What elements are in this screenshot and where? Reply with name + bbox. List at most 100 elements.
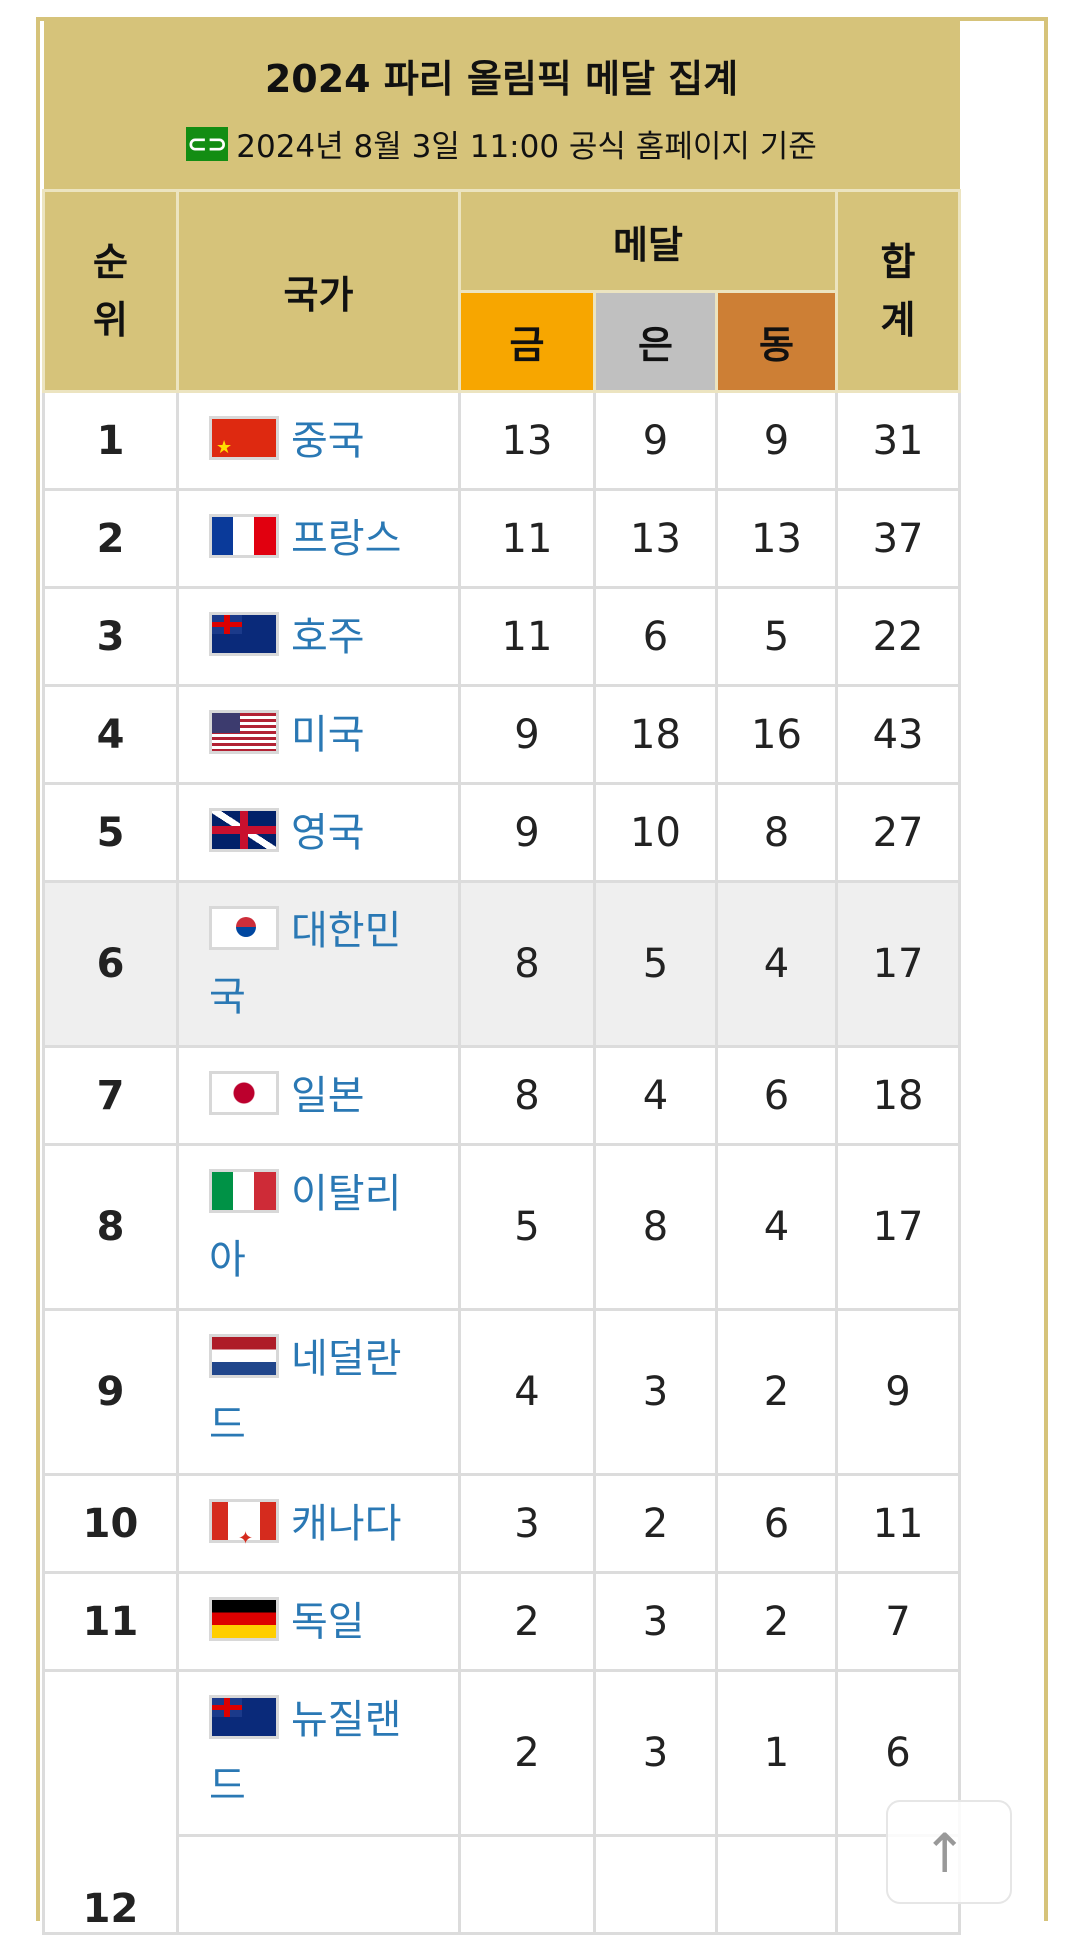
country-link[interactable]: 호주 — [291, 613, 365, 660]
header-silver: 은 — [593, 290, 718, 393]
rank-cell: 1 — [42, 390, 179, 491]
silver-cell: 8 — [593, 1143, 718, 1311]
table-row: 2 프랑스 11 13 13 37 — [42, 488, 962, 589]
country-link[interactable]: 미국 — [291, 711, 365, 758]
bronze-cell: 9 — [715, 390, 838, 491]
silver-cell: 4 — [593, 1045, 718, 1146]
country-link[interactable]: 영국 — [291, 809, 365, 856]
total-cell: 31 — [834, 390, 962, 491]
silver-cell: 3 — [593, 1571, 718, 1672]
medal-table: 2024 파리 올림픽 메달 집계 ⊂⊃ 2024년 8월 3일 11:00 공… — [42, 21, 962, 1935]
gold-cell: 8 — [458, 880, 596, 1048]
silver-cell: 2 — [593, 1473, 718, 1574]
flag-nz-icon — [209, 1695, 279, 1739]
country-link[interactable]: 독일 — [291, 1598, 365, 1645]
table-subtitle: 2024년 8월 3일 11:00 공식 홈페이지 기준 — [236, 129, 817, 165]
flag-jp-icon — [209, 1070, 279, 1115]
rank-cell: 11 — [42, 1571, 179, 1672]
total-cell: 7 — [834, 1571, 962, 1672]
table-row: 11 독일 2 3 2 7 — [42, 1571, 962, 1672]
flag-it-icon — [209, 1169, 279, 1213]
total-cell: 22 — [834, 586, 962, 687]
flag-gb-icon — [209, 807, 279, 852]
table-row: 8 이탈리아 5 8 4 17 — [42, 1143, 962, 1311]
total-cell: 9 — [834, 1308, 962, 1476]
total-cell: 37 — [834, 488, 962, 589]
country-cell: 프랑스 — [176, 488, 461, 589]
header-gold: 금 — [458, 290, 596, 393]
rank-cell: 9 — [42, 1308, 179, 1476]
bronze-cell: 6 — [715, 1045, 838, 1146]
country-cell: 대한민국 — [176, 880, 461, 1048]
rank-cell: 5 — [42, 782, 179, 883]
flag-ca-icon — [209, 1498, 279, 1572]
table-row: 4 미국 9 18 16 43 — [42, 684, 962, 785]
country-cell: 호주 — [176, 586, 461, 687]
bronze-cell: 5 — [715, 586, 838, 687]
rank-cell: 7 — [42, 1045, 179, 1146]
bronze-cell: 1 — [715, 1669, 838, 1837]
flag-kr-icon — [209, 906, 279, 950]
table-row: 12 뉴질랜드 2 3 1 6 — [42, 1669, 962, 1935]
silver-cell: 5 — [593, 880, 718, 1048]
silver-cell: 3 — [593, 1308, 718, 1476]
country-link[interactable]: 일본 — [291, 1072, 365, 1119]
medal-table-frame: 2024 파리 올림픽 메달 집계 ⊂⊃ 2024년 8월 3일 11:00 공… — [36, 17, 1048, 1935]
flag-cn-icon — [209, 415, 279, 481]
header-total: 합계 — [834, 189, 962, 393]
gold-cell: 9 — [458, 782, 596, 883]
total-cell: 43 — [834, 684, 962, 785]
rank-cell: 12 — [42, 1669, 179, 1935]
country-link[interactable]: 이탈리아 — [209, 1171, 402, 1283]
rank-cell: 6 — [42, 880, 179, 1048]
silver-cell: 18 — [593, 684, 718, 785]
table-row: 6 대한민국 8 5 4 17 — [42, 880, 962, 1048]
total-cell: 11 — [834, 1473, 962, 1574]
gold-cell: 11 — [458, 586, 596, 687]
gold-cell: 11 — [458, 488, 596, 589]
country-cell: 일본 — [176, 1045, 461, 1146]
bronze-cell: 2 — [715, 1571, 838, 1672]
total-cell: 18 — [834, 1045, 962, 1146]
rank-cell: 3 — [42, 586, 179, 687]
country-link[interactable]: 캐나다 — [291, 1500, 402, 1547]
header-bronze: 동 — [715, 290, 838, 393]
flag-us-icon — [209, 709, 279, 754]
rank-cell: 10 — [42, 1473, 179, 1574]
country-link[interactable]: 네덜란드 — [209, 1336, 402, 1448]
scroll-to-top-button[interactable]: ↑ — [886, 1800, 1012, 1904]
silver-cell: 10 — [593, 782, 718, 883]
country-cell: 독일 — [176, 1571, 461, 1672]
country-link[interactable]: 대한민국 — [209, 908, 402, 1020]
country-cell: 중국 — [176, 390, 461, 491]
link-icon[interactable]: ⊂⊃ — [186, 126, 229, 161]
country-link[interactable]: 프랑스 — [291, 515, 402, 562]
flag-fr-icon — [209, 513, 279, 558]
bronze-cell: 4 — [715, 880, 838, 1048]
country-cell: 이탈리아 — [176, 1143, 461, 1311]
gold-cell: 2 — [458, 1669, 596, 1837]
gold-cell: 13 — [458, 390, 596, 491]
rank-cell: 2 — [42, 488, 179, 589]
flag-nl-icon — [209, 1334, 279, 1378]
country-link[interactable]: 중국 — [291, 417, 365, 464]
silver-cell: 3 — [593, 1669, 718, 1837]
country-cell: 영국 — [176, 782, 461, 883]
table-row: 3 호주 11 6 5 22 — [42, 586, 962, 687]
arrow-up-icon: ↑ — [922, 1822, 968, 1885]
gold-cell: 5 — [458, 1143, 596, 1311]
table-title: 2024 파리 올림픽 메달 집계 — [264, 57, 739, 101]
silver-cell: 6 — [593, 586, 718, 687]
total-cell: 27 — [834, 782, 962, 883]
rank-cell: 8 — [42, 1143, 179, 1311]
rank-cell: 4 — [42, 684, 179, 785]
country-cell: 뉴질랜드 — [176, 1669, 461, 1837]
gold-cell: 4 — [458, 1308, 596, 1476]
silver-cell: 13 — [593, 488, 718, 589]
bronze-cell: 8 — [715, 782, 838, 883]
country-cell: 캐나다 — [176, 1473, 461, 1574]
country-link[interactable]: 뉴질랜드 — [209, 1697, 402, 1809]
table-row: 1중국139931 — [42, 390, 962, 491]
silver-cell: 9 — [593, 390, 718, 491]
